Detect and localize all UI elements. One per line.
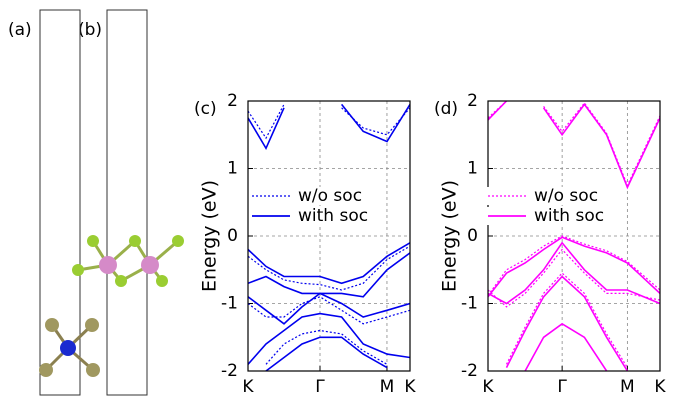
structure [39,10,184,395]
band-line [248,243,410,283]
y-tick-label: 0 [467,226,478,246]
y-tick-label: -1 [221,294,238,314]
y-tick-label: -2 [221,361,238,381]
y-tick-label: -1 [461,294,478,314]
y-tick-label: 1 [467,159,478,179]
band-line [488,243,660,304]
band-line [248,293,410,323]
panel-label: (c) [194,99,217,119]
legend-label: w/o soc [298,186,362,206]
y-tick-label: 2 [467,91,478,111]
cell-b [107,10,147,395]
y-tick-label: 0 [227,226,238,246]
y-axis-label: Energy (eV) [199,180,221,292]
band-line [248,246,410,290]
y-tick-label: -2 [461,361,478,381]
x-tick-label: K [482,377,494,397]
legend-label: with soc [534,206,604,226]
x-tick-label: K [242,377,254,397]
band-line [525,324,607,371]
legend-label: w/o soc [534,186,598,206]
bands [248,104,410,371]
y-tick-label: 2 [227,91,238,111]
panel-label: (d) [434,99,458,119]
y-axis-label: Energy (eV) [439,180,461,292]
band-line [248,253,410,297]
band-line [266,331,387,365]
y-tick-label: 1 [227,159,238,179]
x-tick-label: M [620,377,635,397]
band-line [507,273,628,368]
legend-label: with soc [298,206,368,226]
figure: (a) (b) -2-1012KΓMK(c)Energy (eV)w/o soc… [0,0,676,401]
x-tick-label: Γ [315,377,325,397]
x-tick-label: K [654,377,666,397]
x-tick-label: M [380,377,395,397]
panel-label: (a) [8,20,32,40]
x-tick-label: Γ [557,377,567,397]
panel-label: (b) [78,20,102,40]
x-tick-label: K [404,377,416,397]
band-line [488,101,660,187]
